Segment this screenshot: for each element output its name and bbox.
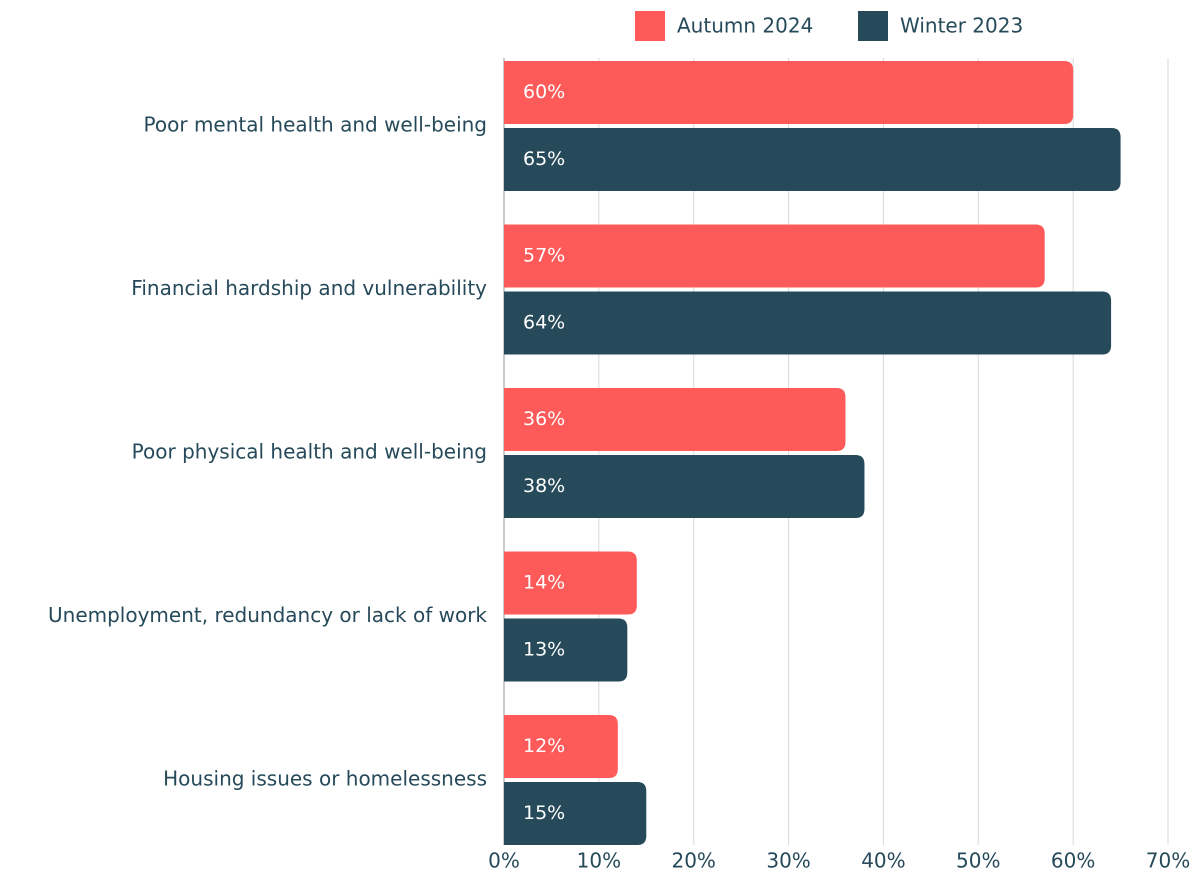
data-label: 65% [523, 148, 565, 170]
category-label: Housing issues or homelessness [163, 767, 487, 791]
x-tick-label: 0% [488, 849, 520, 873]
x-tick-label: 40% [861, 849, 905, 873]
x-tick-label: 60% [1051, 849, 1095, 873]
bar [504, 715, 618, 778]
data-label: 15% [523, 802, 565, 824]
data-label: 38% [523, 475, 565, 497]
data-label: 60% [523, 81, 565, 103]
bar [504, 291, 1112, 355]
category-label: Unemployment, redundancy or lack of work [48, 603, 487, 627]
bar [504, 388, 846, 451]
legend-label: Autumn 2024 [677, 14, 813, 38]
data-label: 64% [523, 312, 565, 334]
bar [504, 128, 1121, 191]
x-tick-label: 20% [671, 849, 715, 873]
bar [504, 618, 628, 682]
legend-label: Winter 2023 [900, 14, 1023, 38]
data-label: 14% [523, 572, 565, 594]
x-tick-label: 10% [577, 849, 621, 873]
category-label: Poor mental health and well-being [144, 113, 487, 137]
bar [504, 551, 637, 615]
category-label: Poor physical health and well-being [132, 440, 487, 464]
bar [504, 224, 1045, 288]
data-label: 57% [523, 245, 565, 267]
bar [504, 61, 1074, 124]
x-tick-label: 70% [1146, 849, 1190, 873]
bar [504, 455, 865, 518]
category-label: Financial hardship and vulnerability [131, 276, 487, 300]
x-tick-label: 30% [766, 849, 810, 873]
legend-swatch [858, 11, 888, 41]
data-label: 13% [523, 639, 565, 661]
data-label: 36% [523, 408, 565, 430]
x-tick-label: 50% [956, 849, 1000, 873]
legend-swatch [635, 11, 665, 41]
data-label: 12% [523, 735, 565, 757]
bar [504, 782, 647, 845]
